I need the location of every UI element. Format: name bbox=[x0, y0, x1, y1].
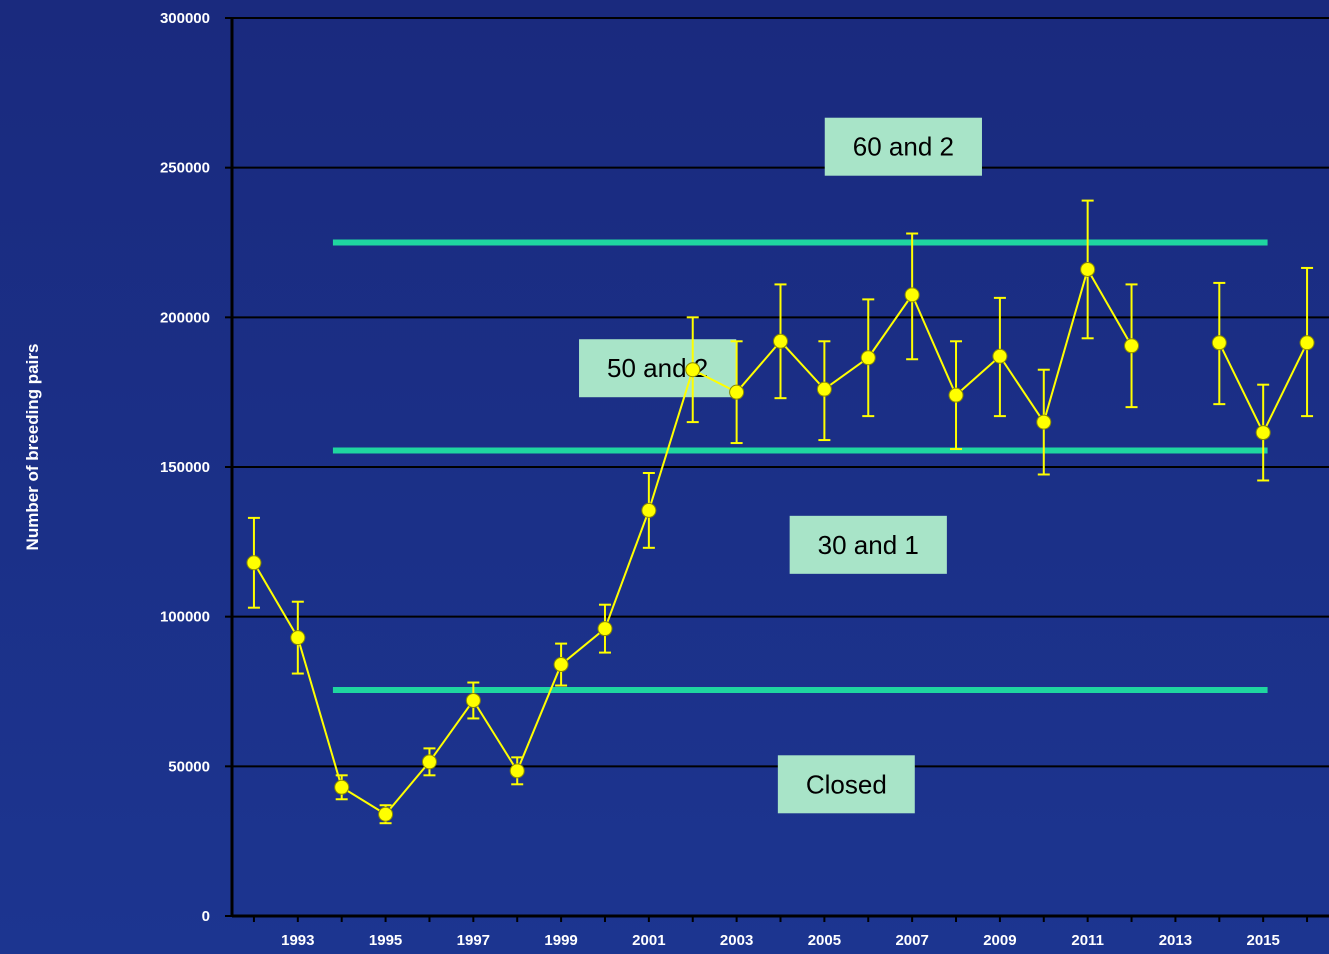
data-point bbox=[334, 779, 350, 795]
zone-labels: 60 and 2 50 and 2 30 and 1 Closed bbox=[579, 117, 982, 814]
series-line-segment bbox=[253, 562, 299, 639]
data-point bbox=[992, 348, 1008, 364]
series-line-segment bbox=[1086, 268, 1133, 347]
data-point bbox=[553, 657, 569, 673]
y-tick-label: 100000 bbox=[160, 609, 210, 626]
series-line-segment bbox=[999, 355, 1045, 423]
series-line-segment bbox=[341, 786, 387, 816]
zone-label-box bbox=[789, 515, 947, 574]
x-tick-label: 2007 bbox=[895, 932, 928, 949]
series-line-segment bbox=[296, 637, 343, 788]
x-tick-label: 2015 bbox=[1246, 932, 1279, 949]
data-point bbox=[1036, 414, 1052, 430]
x-tick-label: 2005 bbox=[808, 932, 841, 949]
y-tick-label: 50000 bbox=[168, 758, 210, 775]
zone-label-box bbox=[777, 755, 915, 814]
threshold-lines bbox=[332, 239, 1268, 694]
x-tick-label: 2001 bbox=[632, 932, 665, 949]
y-tick-label: 0 bbox=[202, 908, 210, 925]
y-axis-label: Number of breeding pairs bbox=[23, 344, 42, 551]
x-tick-label: 1997 bbox=[457, 932, 490, 949]
gridlines bbox=[232, 17, 1329, 768]
axes: 0 50000 100000 150000 200000 250000 300000 1993… bbox=[160, 10, 1329, 949]
data-series bbox=[246, 199, 1315, 825]
data-point bbox=[246, 555, 262, 571]
zone-label: 30 and 1 bbox=[789, 515, 947, 574]
series-line-segment bbox=[867, 294, 913, 359]
data-point bbox=[1255, 425, 1271, 441]
series-line-segment bbox=[1218, 342, 1265, 434]
data-point bbox=[860, 350, 876, 366]
series-line-segment bbox=[911, 294, 957, 396]
zone-label: 60 and 2 bbox=[824, 117, 982, 176]
series-line-segment bbox=[1262, 342, 1308, 434]
series-line-segment bbox=[779, 340, 826, 390]
data-point bbox=[421, 754, 437, 770]
zone-label-text: 30 and 1 bbox=[818, 530, 919, 560]
series-line-segment bbox=[560, 627, 606, 666]
series-line-segment bbox=[1042, 269, 1089, 423]
data-point bbox=[1211, 335, 1227, 351]
zone-label-box bbox=[824, 117, 982, 176]
data-point bbox=[378, 806, 394, 822]
series-line-segment bbox=[428, 699, 475, 763]
zone-label-text: Closed bbox=[806, 769, 887, 799]
series-line-segment bbox=[692, 368, 738, 394]
x-tick-label: 2003 bbox=[720, 932, 753, 949]
data-point bbox=[773, 333, 788, 349]
series-line-segment bbox=[823, 356, 869, 390]
x-tick-label: 2013 bbox=[1159, 932, 1192, 949]
zone-label-box bbox=[579, 339, 737, 398]
x-tick-label: 1995 bbox=[369, 932, 402, 949]
y-tick-label: 300000 bbox=[160, 10, 210, 27]
data-point bbox=[816, 381, 832, 397]
data-point bbox=[948, 387, 964, 403]
y-tick-label: 200000 bbox=[160, 309, 210, 326]
x-tick-label: 2011 bbox=[1071, 932, 1104, 949]
y-tick-label: 150000 bbox=[160, 459, 210, 476]
data-point bbox=[685, 362, 701, 378]
series-line-segment bbox=[647, 369, 694, 511]
zone-label: Closed bbox=[777, 755, 915, 814]
zone-label-text: 60 and 2 bbox=[853, 132, 954, 162]
zone-label: 50 and 2 bbox=[579, 339, 737, 398]
x-tick-label: 2009 bbox=[983, 932, 1016, 949]
data-point bbox=[1080, 261, 1096, 277]
series-line-segment bbox=[604, 510, 650, 629]
data-point bbox=[465, 692, 481, 708]
data-point bbox=[597, 621, 613, 637]
y-tick-label: 250000 bbox=[160, 160, 210, 177]
series-line-segment bbox=[735, 340, 782, 393]
series-line-segment bbox=[955, 355, 1001, 396]
data-point bbox=[290, 630, 306, 646]
x-tick-label: 1999 bbox=[544, 932, 577, 949]
x-tick-label: 1993 bbox=[281, 932, 314, 949]
data-point bbox=[1299, 335, 1315, 351]
data-point bbox=[904, 287, 920, 303]
series-line-segment bbox=[384, 761, 431, 815]
data-point bbox=[729, 384, 745, 400]
series-line-segment bbox=[472, 699, 519, 772]
data-point bbox=[1124, 338, 1140, 354]
data-point bbox=[509, 763, 525, 779]
series-line-segment bbox=[516, 664, 563, 772]
data-point bbox=[641, 502, 657, 518]
